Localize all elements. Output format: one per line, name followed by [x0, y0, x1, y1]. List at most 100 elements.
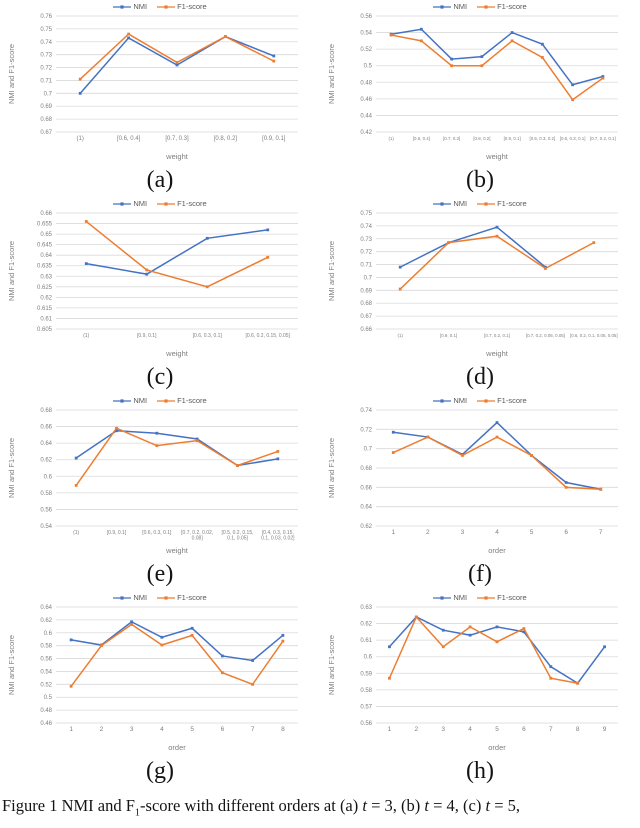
nmi-line-marker-icon [433, 398, 452, 403]
data-point-nmi [266, 228, 270, 232]
x-axis-label: weight [165, 349, 189, 358]
legend-marker [120, 398, 124, 403]
y-tick-label: 0.54 [40, 524, 52, 530]
legend: NMI F1-score [113, 592, 207, 603]
x-axis-label: weight [485, 152, 509, 161]
y-axis-label: NMI and F1-score [7, 44, 16, 104]
y-tick-label: 0.655 [37, 222, 53, 228]
f1-line-marker-icon [477, 201, 496, 206]
x-tick-label: 2 [415, 726, 419, 733]
data-point-nmi [78, 91, 82, 95]
f1-line-marker-icon [157, 595, 176, 600]
x-tick-label: 7 [599, 529, 603, 536]
x-tick-label: 0.08] [192, 536, 204, 542]
y-tick-label: 0.69 [40, 104, 52, 110]
x-tick-label: [0.9, 0.1] [504, 136, 521, 141]
data-point-nmi [540, 42, 544, 46]
caption-segment: 1 [134, 807, 141, 819]
f1-line-marker-icon [477, 398, 496, 403]
data-point-f1 [576, 681, 580, 685]
y-tick-label: 0.68 [360, 466, 372, 472]
y-tick-label: 0.62 [360, 622, 372, 628]
y-tick-label: 0.68 [40, 408, 52, 414]
x-tick-label: [0.5, 0.3, 0.2] [530, 136, 556, 141]
y-tick-label: 0.7 [364, 447, 373, 453]
x-tick-label: [0.8, 0.2] [473, 136, 490, 141]
series-line-f1 [388, 615, 578, 684]
data-point-f1 [145, 268, 149, 272]
legend-label: F1-score [177, 592, 207, 602]
subplot-grid: NMI F1-score NMI and F1-score 0.76 0.75 0.74 0… [7, 0, 640, 788]
x-tick-label: 2 [426, 529, 430, 536]
data-point-nmi [205, 236, 209, 240]
chart-canvas-c: NMI and F1-score 0.66 0.655 0.65 0.645 0.64 0.… [7, 211, 298, 358]
x-axis-label: order [488, 743, 506, 752]
subplot-letter: (d) [466, 364, 494, 390]
x-tick-label: [0.9, 0.1] [137, 333, 157, 339]
data-point-f1 [190, 633, 194, 637]
data-point-f1 [276, 450, 280, 453]
y-tick-label: 0.61 [360, 638, 372, 644]
legend-label: NMI [133, 395, 148, 405]
data-point-f1 [69, 684, 73, 688]
y-tick-label: 0.64 [40, 441, 52, 447]
data-point-f1 [441, 645, 445, 649]
legend-marker [440, 201, 444, 206]
legend-item-nmi: NMI [433, 397, 467, 405]
series-line-f1 [70, 623, 284, 687]
y-axis-label: NMI and F1-score [327, 241, 336, 301]
chart-canvas-b: NMI and F1-score 0.56 0.54 0.52 0.5 0.48 0.46 0… [327, 14, 618, 161]
legend: NMI F1-score [113, 1, 207, 12]
y-tick-label: 0.62 [40, 618, 52, 624]
series-line-f1 [392, 436, 601, 491]
x-tick-label: 5 [530, 529, 534, 536]
nmi-line-marker-icon [433, 595, 452, 600]
x-tick-label: [0.5, 0.2, 0.15, [222, 530, 254, 536]
subplot-h: NMI F1-score NMI and F1-score 0.63 0.62 0.61 0… [320, 591, 640, 788]
legend-item-f1: F1-score [477, 200, 527, 208]
y-tick-label: 0.645 [37, 243, 53, 249]
series-line-nmi [70, 620, 284, 662]
chart-canvas-e: NMI and F1-score 0.68 0.66 0.64 0.62 0.6 0.58 0… [7, 408, 298, 555]
legend-label: NMI [453, 395, 468, 405]
subplot-d: NMI F1-score NMI and F1-score 0.75 0.74 0.73 0… [320, 197, 640, 394]
subplot-b: NMI F1-score NMI and F1-score 0.56 0.54 0.52 0… [320, 0, 640, 197]
data-point-nmi [480, 55, 484, 58]
figure-caption: Figure 1 NMI and F1-score with different… [0, 788, 640, 818]
y-axis-label: NMI and F1-score [7, 635, 16, 695]
subplot-letter: (g) [146, 758, 174, 784]
data-point-f1 [251, 682, 255, 686]
y-tick-label: 0.76 [40, 14, 52, 20]
legend-marker [120, 4, 124, 9]
legend-label: F1-score [497, 198, 527, 208]
data-point-f1 [160, 643, 164, 647]
x-tick-label: 3 [461, 529, 465, 536]
y-tick-label: 0.46 [40, 721, 52, 727]
data-point-f1 [599, 487, 603, 491]
x-tick-label: [0.7, 0.2, 0.1] [484, 333, 510, 338]
data-point-f1 [426, 435, 430, 439]
x-axis-label: order [168, 743, 186, 752]
y-tick-label: 0.44 [360, 113, 372, 119]
caption-segment: t [362, 796, 367, 815]
data-point-f1 [549, 676, 553, 680]
legend-item-nmi: NMI [113, 3, 147, 11]
subplot-letter: (e) [146, 561, 174, 587]
legend-label: NMI [453, 1, 468, 11]
data-point-f1 [480, 64, 484, 68]
y-tick-label: 0.62 [40, 458, 52, 464]
data-point-f1 [592, 241, 596, 245]
data-point-f1 [522, 627, 526, 630]
x-tick-label: [0.7, 0.2, 0.1] [590, 136, 616, 141]
legend-marker [164, 595, 168, 600]
chart-canvas-f: NMI and F1-score 0.74 0.72 0.7 0.68 0.66 0.64 0… [327, 408, 618, 555]
legend: NMI F1-score [433, 395, 527, 406]
data-point-nmi [601, 75, 605, 78]
nmi-line-marker-icon [113, 4, 132, 9]
x-tick-label: (1) [398, 333, 404, 338]
data-point-f1 [419, 39, 423, 43]
y-tick-label: 0.56 [360, 721, 372, 727]
data-point-nmi [84, 262, 88, 266]
nmi-line-marker-icon [433, 201, 452, 206]
data-point-f1 [281, 639, 285, 643]
